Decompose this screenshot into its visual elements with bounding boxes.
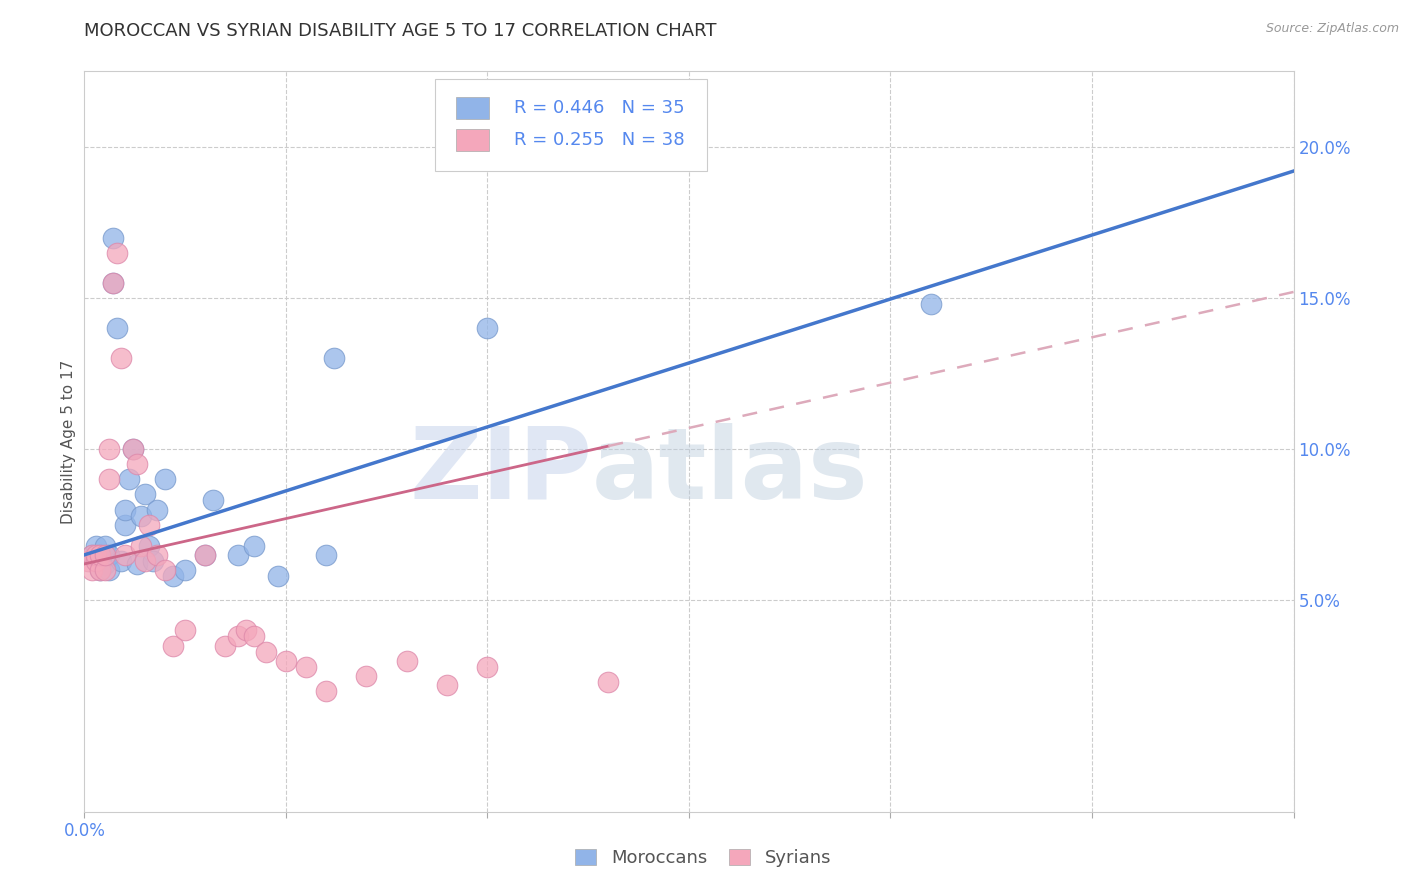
FancyBboxPatch shape (434, 78, 707, 171)
Legend: Moroccans, Syrians: Moroccans, Syrians (568, 841, 838, 874)
Point (97, 548, 120, 562)
Point (89, 548, 111, 562)
Point (146, 502, 169, 516)
Point (93, 563, 115, 577)
Point (254, 644, 277, 658)
Point (97, 442, 120, 456)
Point (477, 321, 499, 335)
Point (226, 548, 249, 562)
Text: atlas: atlas (592, 423, 869, 520)
Bar (456, 97, 489, 120)
Text: ZIP: ZIP (409, 423, 592, 520)
Point (125, 457, 148, 471)
Text: R = 0.446   N = 35: R = 0.446 N = 35 (513, 99, 685, 118)
Point (125, 557, 148, 571)
Point (86, 548, 108, 562)
Point (105, 321, 128, 335)
Point (86, 539, 108, 553)
Y-axis label: Disability Age 5 to 17: Disability Age 5 to 17 (60, 359, 76, 524)
Point (114, 548, 136, 562)
Point (105, 245, 128, 260)
Point (118, 472, 141, 486)
Point (242, 539, 264, 553)
Point (114, 502, 136, 516)
Text: Source: ZipAtlas.com: Source: ZipAtlas.com (1265, 22, 1399, 36)
Point (226, 630, 249, 644)
Point (114, 517, 136, 532)
Point (214, 639, 236, 653)
Point (202, 493, 225, 508)
Point (142, 554, 165, 568)
Point (110, 554, 132, 568)
Point (89, 548, 111, 562)
Point (134, 554, 156, 568)
Point (162, 569, 184, 583)
Point (356, 669, 378, 683)
Point (920, 297, 942, 311)
Point (82, 548, 104, 562)
Point (129, 539, 152, 553)
Point (101, 230, 124, 244)
Point (242, 630, 264, 644)
Point (110, 351, 132, 366)
Point (138, 517, 160, 532)
Point (93, 557, 115, 571)
Point (235, 624, 257, 638)
Point (274, 654, 297, 668)
Point (86, 554, 108, 568)
Point (121, 442, 143, 456)
Text: MOROCCAN VS SYRIAN DISABILITY AGE 5 TO 17 CORRELATION CHART: MOROCCAN VS SYRIAN DISABILITY AGE 5 TO 1… (84, 22, 717, 40)
Point (153, 563, 176, 577)
Point (295, 659, 318, 673)
Point (121, 442, 143, 456)
Point (146, 548, 169, 562)
Point (162, 639, 184, 653)
Bar (456, 129, 489, 152)
Text: R = 0.255   N = 38: R = 0.255 N = 38 (513, 131, 685, 149)
Point (174, 563, 197, 577)
Point (153, 472, 176, 486)
Point (97, 563, 120, 577)
Point (101, 276, 124, 290)
Point (395, 654, 418, 668)
Point (134, 487, 156, 501)
Point (89, 563, 111, 577)
Point (86, 554, 108, 568)
Point (101, 276, 124, 290)
Point (93, 539, 115, 553)
Point (436, 678, 458, 692)
Point (315, 548, 337, 562)
Point (82, 548, 104, 562)
Point (315, 683, 337, 698)
Point (194, 548, 217, 562)
Point (194, 548, 217, 562)
Point (93, 548, 115, 562)
Point (129, 508, 152, 523)
Point (97, 472, 120, 486)
Point (267, 569, 290, 583)
Point (138, 539, 160, 553)
Point (323, 351, 346, 366)
Point (77, 554, 100, 568)
Point (82, 563, 104, 577)
Point (89, 563, 111, 577)
Point (174, 624, 197, 638)
Point (598, 674, 620, 689)
Point (477, 659, 499, 673)
